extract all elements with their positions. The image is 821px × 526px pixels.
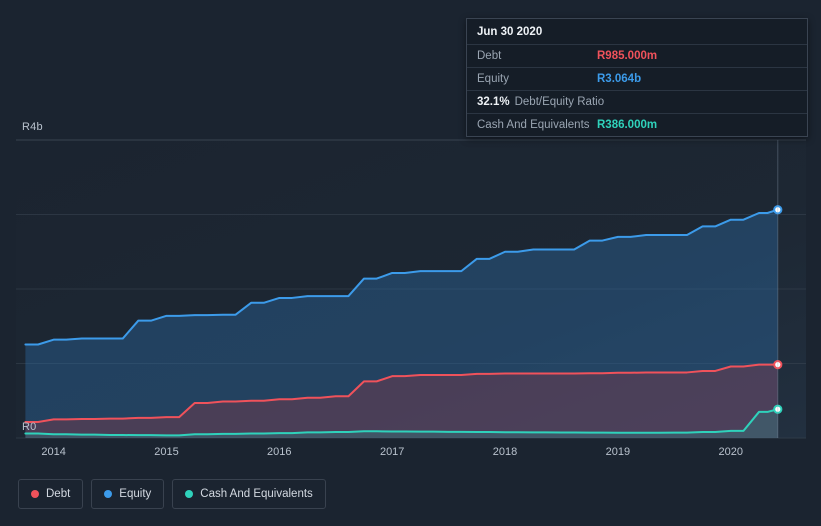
chart-legend: Debt Equity Cash And Equivalents	[18, 479, 334, 509]
tooltip-ratio-value: 32.1%	[477, 96, 510, 108]
legend-label: Debt	[46, 488, 71, 500]
tooltip-value-equity: R3.064b	[597, 73, 642, 85]
x-axis-tick: 2014	[41, 446, 66, 458]
tooltip-key-equity: Equity	[477, 73, 509, 85]
x-axis-tick: 2016	[267, 446, 292, 458]
y-axis-tick-zero: R0	[22, 421, 37, 433]
legend-swatch-icon	[185, 490, 194, 498]
x-axis-tick: 2017	[379, 446, 405, 458]
legend-item-equity[interactable]: Equity	[91, 479, 165, 509]
chart-tooltip: Jun 30 2020 Debt R985.000m Equity R3.064…	[466, 18, 808, 137]
legend-swatch-icon	[31, 490, 39, 498]
legend-label: Cash And Equivalents	[200, 488, 313, 500]
legend-item-debt[interactable]: Debt	[18, 479, 84, 509]
x-axis-tick: 2018	[492, 446, 518, 458]
tooltip-row-debt: Debt R985.000m	[467, 45, 807, 68]
tooltip-value-cash: R386.000m	[597, 119, 658, 131]
tooltip-title: Jun 30 2020	[467, 19, 807, 45]
x-axis-tick: 2015	[154, 446, 179, 458]
tooltip-row-cash: Cash And Equivalents R386.000m	[467, 114, 807, 136]
legend-swatch-icon	[104, 490, 113, 498]
tooltip-row-ratio: 32.1% Debt/Equity Ratio	[467, 91, 807, 114]
tooltip-ratio-label: Debt/Equity Ratio	[514, 96, 605, 108]
legend-item-cash-and-equivalents[interactable]: Cash And Equivalents	[172, 479, 326, 509]
tooltip-value-debt: R985.000m	[597, 50, 658, 62]
tooltip-key-cash: Cash And Equivalents	[477, 119, 590, 131]
y-axis-tick-top: R4b	[22, 121, 43, 133]
tooltip-row-equity: Equity R3.064b	[467, 68, 807, 91]
x-axis-tick: 2020	[718, 446, 744, 458]
legend-label: Equity	[119, 488, 152, 500]
x-axis-tick: 2019	[605, 446, 631, 458]
x-axis: 2014 2015 2016 2017 2018 2019 2020	[0, 446, 821, 462]
tooltip-key-debt: Debt	[477, 50, 502, 62]
